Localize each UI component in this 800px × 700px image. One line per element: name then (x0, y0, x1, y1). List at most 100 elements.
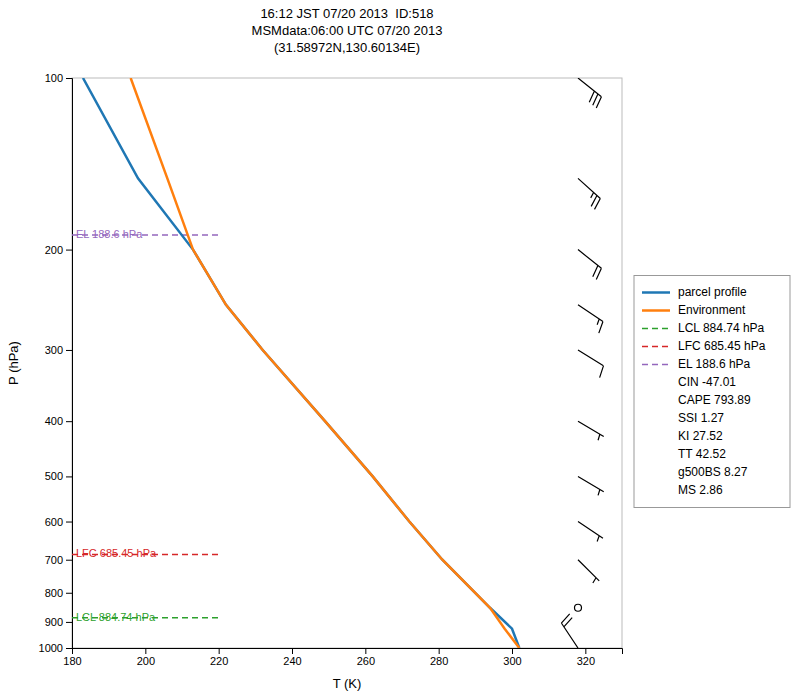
y-tick-label: 500 (45, 470, 63, 482)
legend-label: parcel profile (678, 285, 747, 299)
x-tick: 220 (210, 648, 228, 667)
legend-item: LFC 685.45 hPa (642, 339, 766, 353)
legend-item: SSI 1.27 (678, 411, 724, 425)
x-axis: 180 200 220 240 260 280 300 320 (63, 648, 622, 667)
legend-label: SSI 1.27 (678, 411, 724, 425)
y-tick-label: 700 (45, 554, 63, 566)
legend-item: Environment (642, 303, 746, 317)
y-tick-label: 900 (45, 616, 63, 628)
chart: 180 200 220 240 260 280 300 320 100 200 300 400 500 6… (0, 0, 800, 700)
legend-label: CAPE 793.89 (678, 393, 751, 407)
title-line: MSMdata:06:00 UTC 07/20 2013 (252, 23, 443, 38)
y-tick-mark (66, 622, 72, 623)
y-tick: 900 (45, 616, 72, 628)
y-axis-title: P (hPa) (6, 341, 21, 385)
y-tick: 800 (45, 587, 72, 599)
y-tick-mark (66, 350, 72, 351)
x-tick-label: 320 (577, 655, 595, 667)
x-tick-mark (219, 648, 220, 654)
y-tick-mark (66, 648, 72, 649)
y-tick: 700 (45, 554, 72, 566)
x-tick-mark (365, 648, 366, 654)
wind-barb (578, 560, 599, 583)
y-tick-label: 600 (45, 516, 63, 528)
legend-label: CIN -47.01 (678, 375, 736, 389)
x-tick: 260 (357, 648, 375, 667)
x-tick-label: 280 (430, 655, 448, 667)
legend-item: MS 2.86 (678, 483, 723, 497)
wind-barb (578, 78, 601, 108)
legend-item: TT 42.52 (678, 447, 726, 461)
y-tick: 600 (45, 516, 72, 528)
y-tick-label: 800 (45, 587, 63, 599)
y-axis-line (66, 79, 73, 649)
x-axis-line (73, 649, 623, 655)
y-tick-label: 1000 (39, 642, 63, 654)
y-tick: 500 (45, 470, 72, 482)
y-tick-mark (66, 78, 72, 79)
profile-line (131, 78, 520, 648)
legend-label: KI 27.52 (678, 429, 723, 443)
y-tick: 100 (45, 72, 72, 84)
plot-area: 180 200 220 240 260 280 300 320 100 200 300 400 500 6… (39, 72, 623, 667)
legend-box (634, 276, 790, 508)
wind-barb (561, 614, 578, 648)
marks (72, 78, 604, 648)
x-tick-label: 300 (503, 655, 521, 667)
x-tick: 200 (137, 648, 155, 667)
legend-swatch (642, 291, 670, 294)
x-tick: 300 (503, 648, 521, 667)
x-tick-mark (145, 648, 146, 654)
y-tick-mark (66, 522, 72, 523)
y-tick-label: 300 (45, 344, 63, 356)
legend-swatch (642, 328, 670, 330)
wind-barb (575, 604, 582, 611)
legend-item: EL 188.6 hPa (642, 357, 751, 371)
x-tick: 180 (63, 648, 81, 667)
legend-label: g500BS 8.27 (678, 465, 748, 479)
y-axis: 100 200 300 400 500 600 700 800 900 1000 (39, 72, 73, 654)
plot-frame (72, 78, 622, 648)
y-tick-mark (66, 560, 72, 561)
x-tick-label: 240 (283, 655, 301, 667)
reference-labels: LCL 884.74 hPaLFC 685.45 hPaEL 188.6 hPa (76, 228, 157, 623)
legend: parcel profile Environment LCL 884.74 hPa L… (634, 276, 790, 508)
legend-label: MS 2.86 (678, 483, 723, 497)
title: 16:12 JST 07/20 2013 ID:518 MSMdata:06:00… (252, 6, 443, 55)
legend-label: LFC 685.45 hPa (678, 339, 766, 353)
y-tick-label: 400 (45, 415, 63, 427)
legend-item: g500BS 8.27 (678, 465, 748, 479)
x-tick-mark (512, 648, 513, 654)
profile-line (83, 78, 519, 648)
x-tick: 240 (283, 648, 301, 667)
y-tick-mark (66, 421, 72, 422)
reference-label: EL 188.6 hPa (76, 228, 143, 240)
legend-item: LCL 884.74 hPa (642, 321, 765, 335)
x-tick-label: 220 (210, 655, 228, 667)
legend-label: TT 42.52 (678, 447, 726, 461)
reference-label: LCL 884.74 hPa (76, 611, 156, 623)
x-tick-mark (439, 648, 440, 654)
wind-barb (578, 476, 604, 495)
legend-item: KI 27.52 (678, 429, 723, 443)
legend-label: Environment (678, 303, 746, 317)
legend-item: CAPE 793.89 (678, 393, 751, 407)
legend-label: EL 188.6 hPa (678, 357, 751, 371)
wind-barb (578, 350, 603, 378)
y-tick-mark (66, 593, 72, 594)
legend-item: CIN -47.01 (678, 375, 736, 389)
wind-barb (578, 250, 601, 280)
title-line: 16:12 JST 07/20 2013 ID:518 (260, 6, 433, 21)
y-tick: 200 (45, 244, 72, 256)
x-tick-label: 200 (137, 655, 155, 667)
wind-barb (578, 178, 600, 209)
x-tick-label: 180 (63, 655, 81, 667)
y-tick-label: 200 (45, 244, 63, 256)
y-tick-mark (66, 476, 72, 477)
legend-swatch (642, 346, 670, 348)
legend-swatch (642, 309, 670, 312)
wind-barb (578, 421, 604, 440)
legend-swatch (642, 364, 670, 366)
x-tick-mark (585, 648, 586, 654)
y-tick-mark (66, 250, 72, 251)
